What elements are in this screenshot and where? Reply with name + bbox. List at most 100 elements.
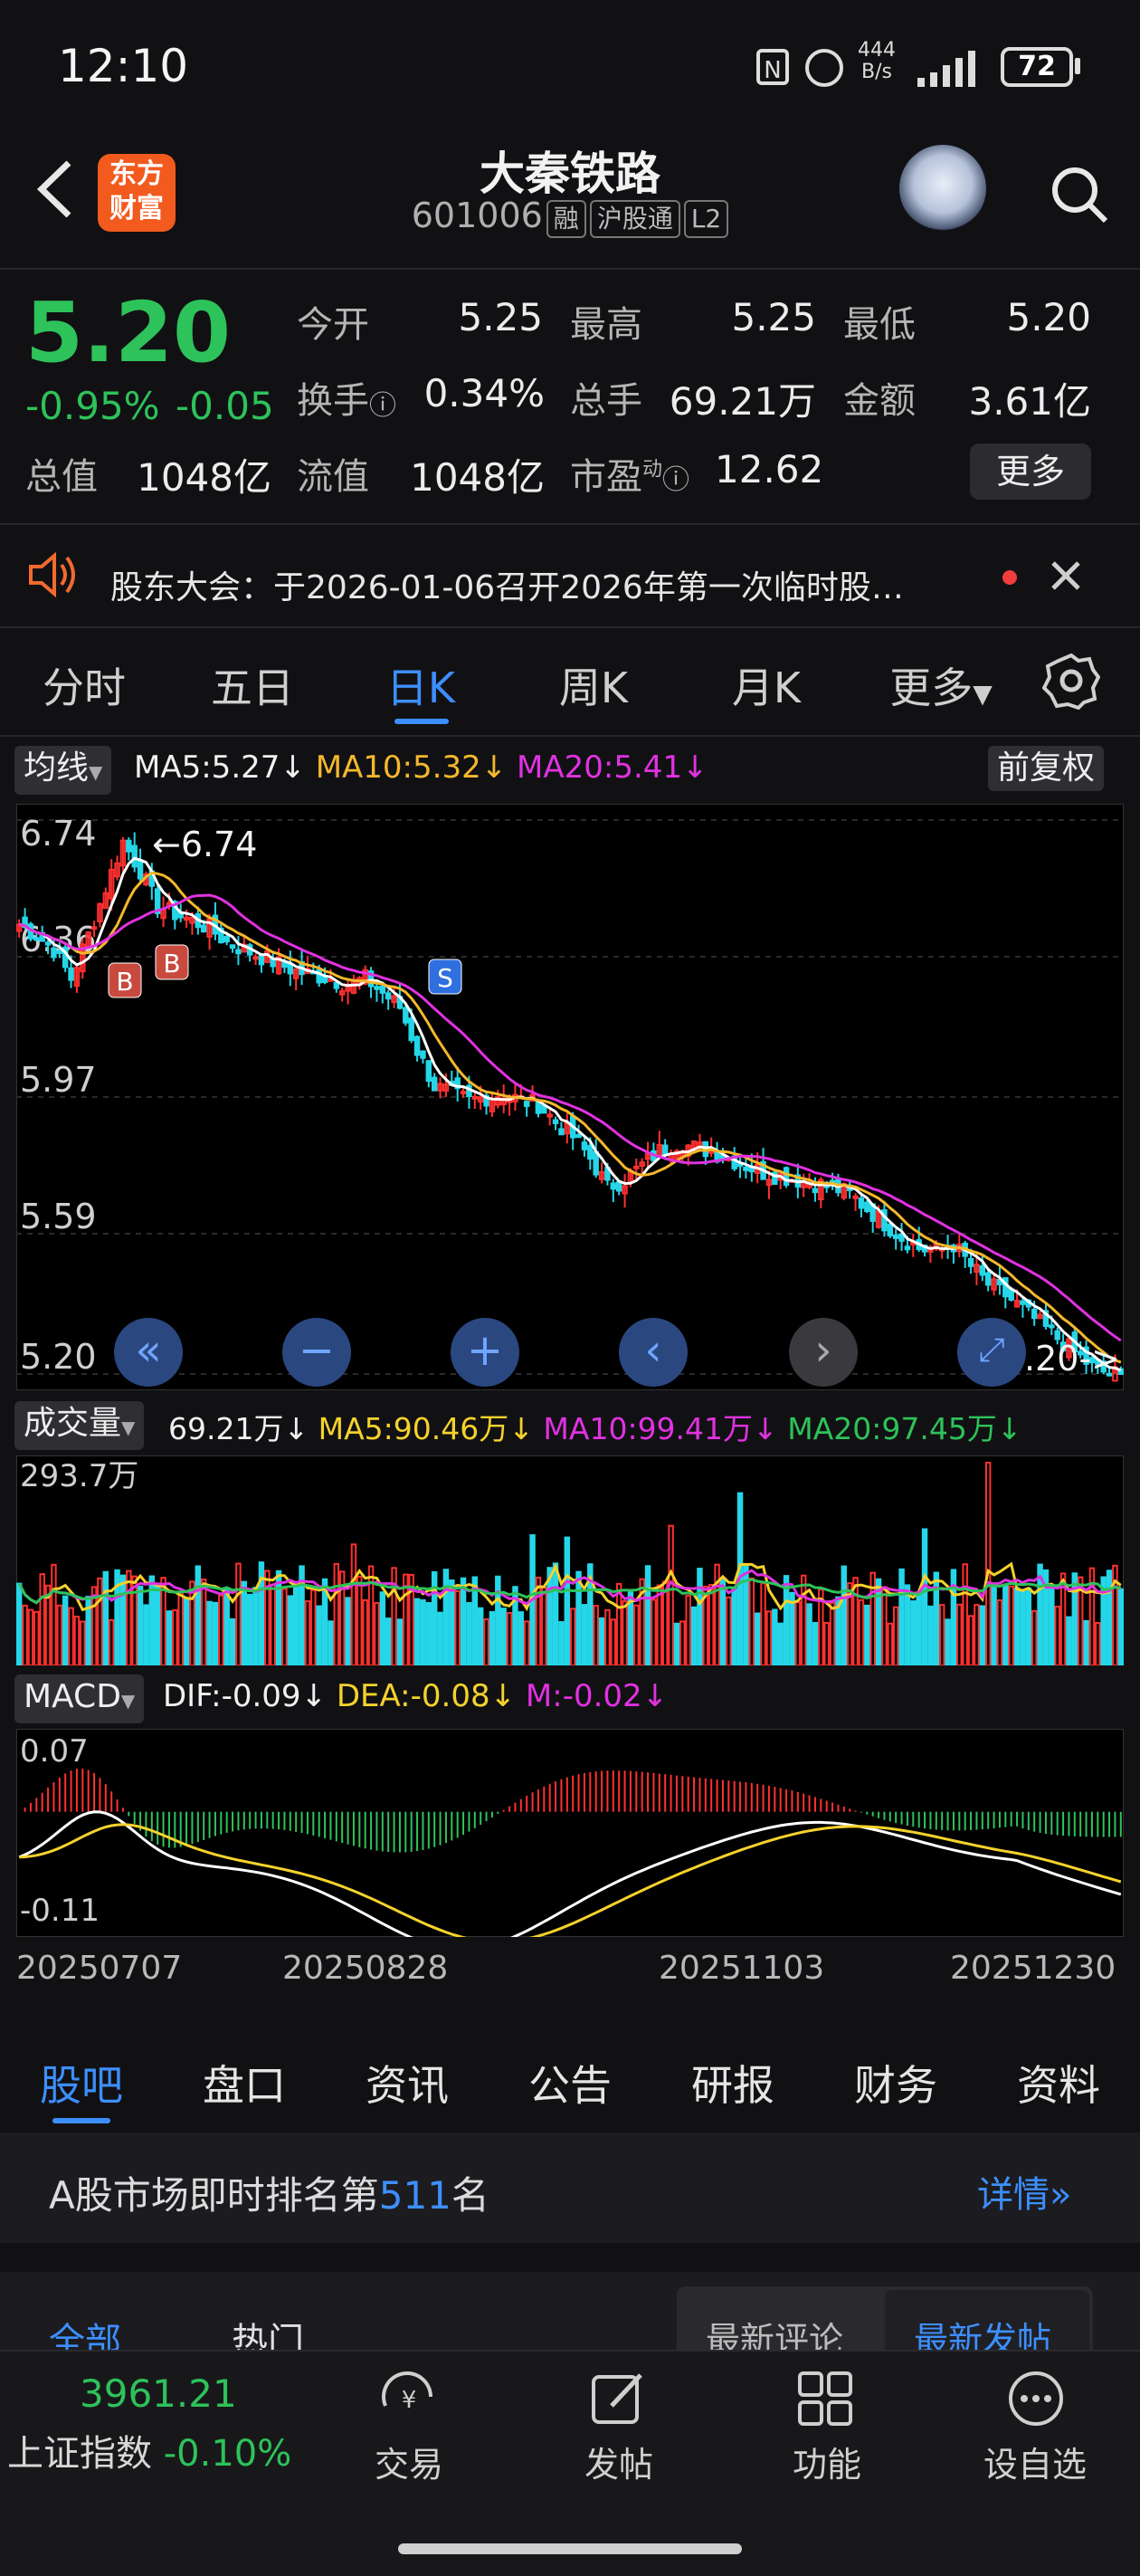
volume-bar [668, 1524, 674, 1665]
ma-selector[interactable]: 均线▼ [14, 746, 112, 795]
candle-body [345, 986, 351, 992]
down-arrow: ↓ [508, 1411, 544, 1446]
notice-bar[interactable]: 股东大会：于2026-01-06召开2026年第一次临时股… [0, 525, 1140, 626]
volume-bar [495, 1575, 501, 1665]
zoom-in-button[interactable]: + [451, 1318, 519, 1387]
nav-functions[interactable]: 功能 [792, 2445, 861, 2485]
tab-research[interactable]: 研报 [691, 2061, 774, 2110]
volume-selector[interactable]: 成交量▼ [14, 1401, 145, 1450]
info-icon[interactable]: ⓘ [369, 390, 396, 422]
chart-tabs: 分时 五日 日K 周K 月K 更多▼ [0, 628, 1140, 735]
tab-monthly-k[interactable]: 月K [731, 663, 802, 712]
candle-body [892, 1234, 899, 1239]
volume-bar [403, 1573, 409, 1665]
tab-profile[interactable]: 资料 [1017, 2061, 1100, 2110]
divider [0, 523, 1140, 525]
candle-body [927, 1248, 934, 1253]
tab-news[interactable]: 资讯 [366, 2061, 449, 2110]
forum-tab-hot[interactable]: 热门 [232, 2321, 304, 2353]
candle-body [639, 1161, 645, 1167]
candle-body [736, 1163, 744, 1168]
scroll-to-start-button[interactable]: « [114, 1318, 183, 1387]
tab-financials[interactable]: 财务 [854, 2061, 937, 2110]
home-indicator [398, 2543, 742, 2554]
volume-bar [379, 1591, 386, 1665]
volume-bar [148, 1575, 156, 1665]
volume-bar [841, 1565, 848, 1665]
macd-chart[interactable]: 0.07 -0.11 [16, 1729, 1124, 1937]
volume-bar [581, 1604, 588, 1665]
fullscreen-button[interactable]: ⤢ [957, 1318, 1026, 1387]
ranking-row[interactable]: A股市场即时排名第511名 详情» [0, 2132, 1140, 2243]
candle-body [454, 1077, 461, 1090]
grid-icon[interactable] [796, 2370, 856, 2428]
volume-bar [806, 1603, 812, 1665]
candle-body [575, 1133, 582, 1139]
date-label: 20250828 [282, 1950, 449, 1987]
volume-bar [731, 1588, 737, 1665]
tab-announcements[interactable]: 公告 [528, 2061, 612, 2110]
ma20-line [18, 893, 1122, 1342]
tab-daily-k[interactable]: 日K [385, 663, 456, 712]
detail-link[interactable]: 详情» [977, 2165, 1071, 2218]
volume-chart[interactable]: 293.7万 [16, 1455, 1124, 1665]
tab-weekly-k[interactable]: 周K [558, 663, 629, 712]
tab-intraday[interactable]: 分时 [43, 663, 126, 712]
volume-bar [246, 1593, 253, 1665]
ma10-value: MA10:5.32 [315, 749, 481, 786]
macd-selector[interactable]: MACD▼ [14, 1674, 145, 1723]
candle-body [137, 859, 144, 880]
candle-body [1077, 1350, 1084, 1356]
volume-bar [408, 1573, 414, 1665]
sort-latest-comment[interactable]: 最新评论 [706, 2320, 844, 2353]
candle-body [200, 924, 207, 933]
candle-body [379, 985, 386, 994]
tab-more-label: 更多 [889, 663, 974, 712]
tab-5day[interactable]: 五日 [211, 663, 294, 712]
index-name: 上证指数 [7, 2433, 152, 2475]
search-icon[interactable] [1048, 163, 1111, 226]
sort-latest-post[interactable]: 最新发帖 [914, 2320, 1052, 2353]
tab-more[interactable]: 更多▼ [869, 655, 1013, 715]
header: 东方 财富 大秦铁路 601006 融沪股通 L2 [0, 136, 1140, 268]
back-icon[interactable] [33, 157, 78, 221]
volume-bar [51, 1563, 57, 1665]
trade-icon[interactable]: ¥ [376, 2370, 442, 2428]
volume-bar [172, 1609, 178, 1665]
more-button[interactable]: 更多 [970, 444, 1091, 500]
volume-bar [102, 1570, 109, 1665]
nav-trade[interactable]: 交易 [374, 2445, 443, 2485]
index-row[interactable]: 上证指数 -0.10% [7, 2424, 291, 2476]
compose-icon[interactable] [588, 2370, 650, 2428]
adjust-button[interactable]: 前复权 [988, 746, 1105, 791]
tab-orderbook[interactable]: 盘口 [203, 2061, 286, 2110]
settings-gear-icon[interactable] [1042, 652, 1100, 710]
volume-bar [316, 1605, 322, 1665]
candle-body [852, 1195, 859, 1199]
more-dots-icon[interactable] [1006, 2370, 1066, 2428]
candle-body [97, 902, 103, 922]
volume-bar [1031, 1609, 1038, 1665]
candle-body [281, 961, 288, 968]
assistant-avatar-icon[interactable] [899, 145, 986, 232]
volume-bar [651, 1598, 657, 1665]
signal-icon [917, 51, 975, 87]
scroll-left-button[interactable]: ‹ [619, 1318, 688, 1387]
pe-info-icon[interactable]: ⓘ [662, 464, 690, 496]
scroll-right-button[interactable]: › [789, 1318, 858, 1387]
candle-body [615, 1181, 622, 1192]
open-label: 今开 [297, 304, 369, 346]
volume-bar [1037, 1563, 1043, 1665]
candle-body [374, 986, 380, 990]
tab-forum[interactable]: 股吧 [40, 2061, 123, 2110]
nav-post[interactable]: 发帖 [584, 2445, 653, 2485]
index-value[interactable]: 3961.21 [80, 2371, 237, 2416]
forum-tab-all[interactable]: 全部 [49, 2321, 121, 2353]
close-icon[interactable] [1050, 559, 1082, 592]
candle-body [316, 968, 322, 984]
nav-watchlist[interactable]: 设自选 [983, 2445, 1087, 2485]
candle-body [1049, 1324, 1055, 1329]
volume-bar [610, 1618, 617, 1665]
zoom-out-button[interactable]: − [282, 1318, 351, 1387]
